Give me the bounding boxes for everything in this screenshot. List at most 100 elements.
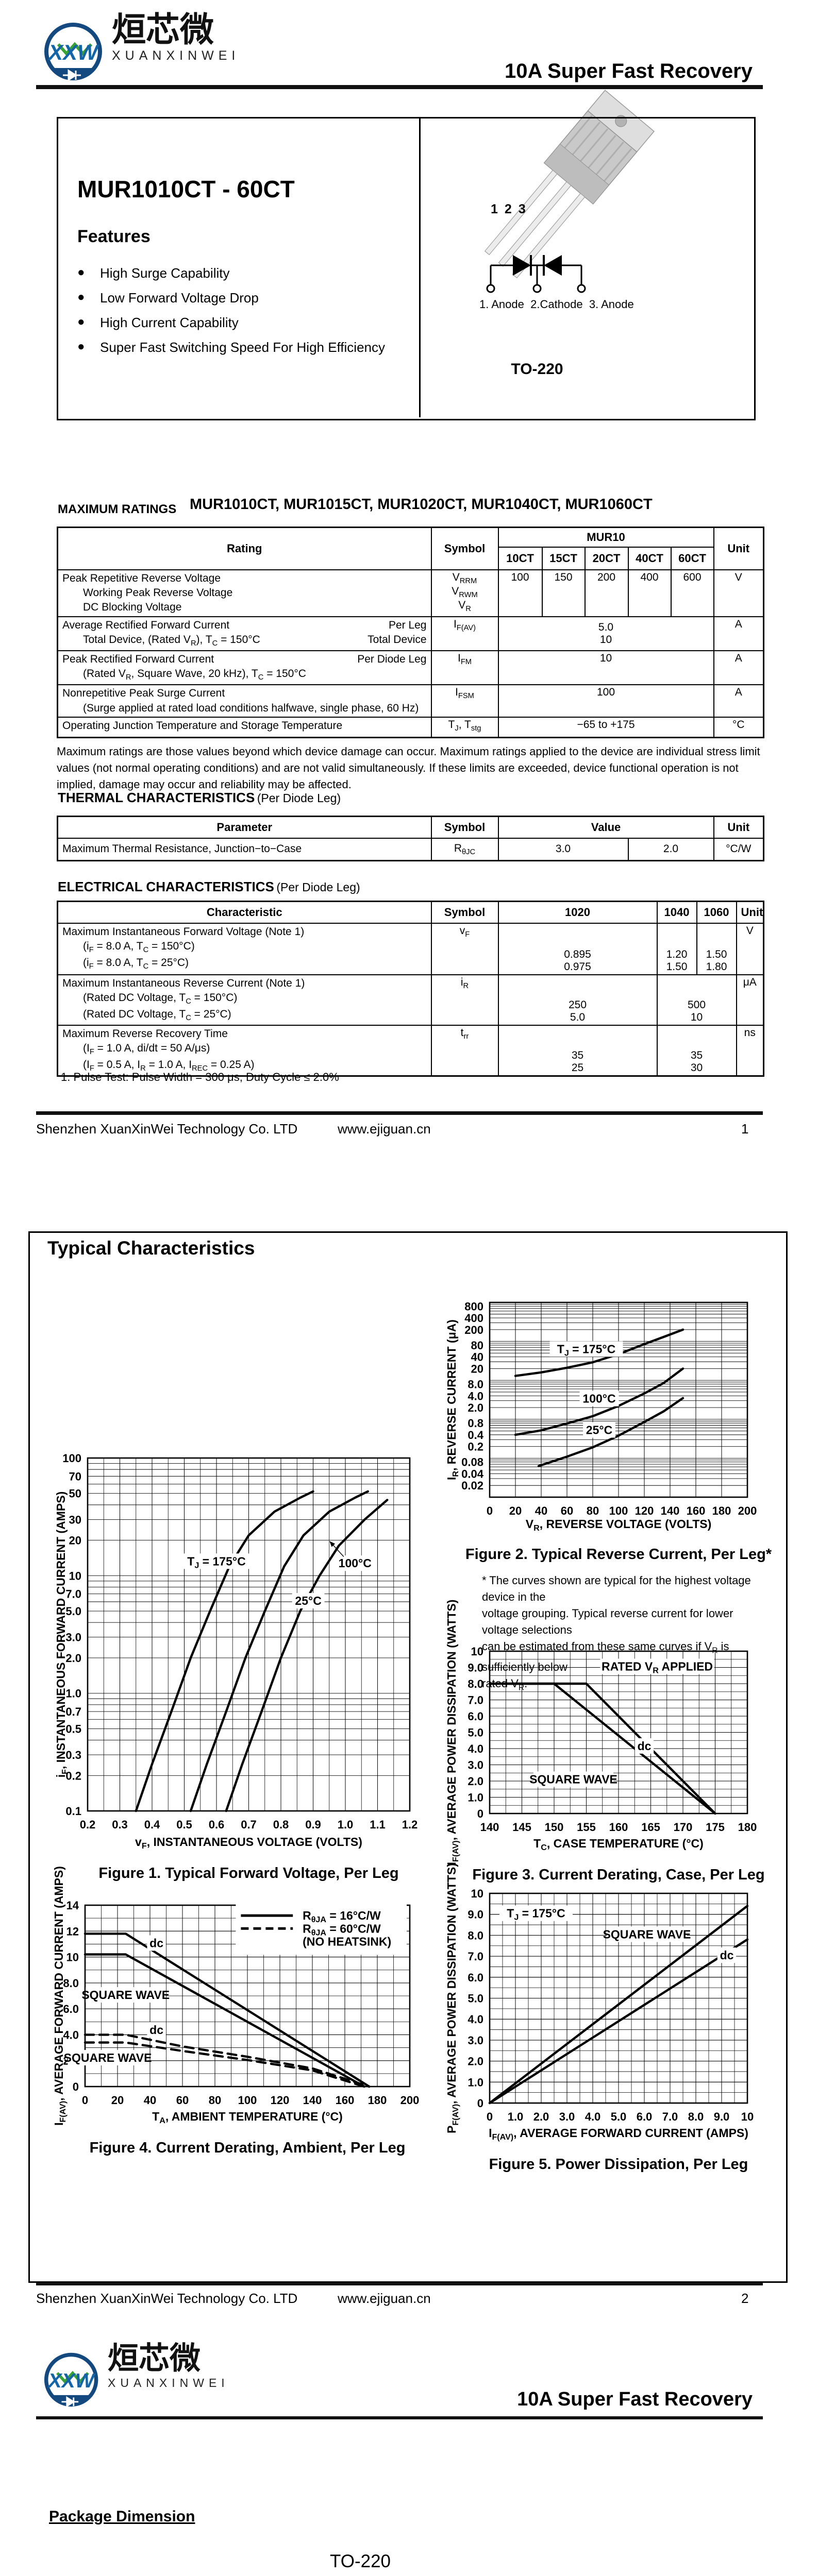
- svg-text:0.8: 0.8: [468, 1417, 483, 1430]
- svg-text:5.0: 5.0: [65, 1605, 81, 1618]
- svg-text:10: 10: [741, 2110, 754, 2123]
- pin-legend-anode3: 3. Anode: [589, 298, 634, 311]
- svg-text:1.0: 1.0: [468, 2076, 483, 2089]
- svg-text:6.0: 6.0: [637, 2110, 653, 2123]
- svg-text:8.0: 8.0: [468, 1378, 483, 1391]
- svg-text:4.0: 4.0: [585, 2110, 601, 2123]
- svg-text:0.4: 0.4: [468, 1429, 483, 1442]
- svg-text:5.0: 5.0: [468, 1726, 483, 1739]
- svg-text:20: 20: [471, 1362, 483, 1375]
- svg-text:0: 0: [487, 1504, 493, 1517]
- col-20ct: 20CT: [584, 546, 629, 570]
- ratings-row-surge: Nonrepetitive Peak Surge Current (Surge a…: [57, 684, 764, 718]
- ratings-table: Rating Symbol MUR10 Unit 10CT 15CT 20CT …: [57, 527, 764, 739]
- feature-item: ● Super Fast Switching Speed For High Eff…: [77, 340, 407, 355]
- svg-text:7.0: 7.0: [662, 2110, 678, 2123]
- ec-unit: Unit: [736, 901, 764, 924]
- svg-text:4.0: 4.0: [63, 2028, 79, 2041]
- svg-text:PF(AV), AVERAGE POWER DISSIPAT: PF(AV), AVERAGE POWER DISSIPATION (WATTS…: [445, 1863, 460, 2133]
- col-60ct: 60CT: [670, 546, 714, 570]
- thermal-row: Maximum Thermal Resistance, Junction−to−…: [57, 837, 764, 861]
- svg-text:175: 175: [706, 1821, 725, 1834]
- electrical-row-vf: Maximum Instantaneous Forward Voltage (N…: [57, 922, 764, 975]
- footer-website-p1[interactable]: www.ejiguan.cn: [338, 1121, 431, 1137]
- svg-text:7.0: 7.0: [65, 1588, 81, 1601]
- svg-text:0.7: 0.7: [65, 1705, 81, 1718]
- svg-text:RθJA = 60°C/W: RθJA = 60°C/W: [303, 1922, 381, 1937]
- svg-text:0.4: 0.4: [144, 1818, 160, 1831]
- col-rating: Rating: [57, 527, 432, 570]
- svg-text:3.0: 3.0: [559, 2110, 575, 2123]
- typical-characteristics-title: Typical Characteristics: [47, 1238, 255, 1259]
- pin-legend-cathode: 2.Cathode: [530, 298, 583, 311]
- svg-text:400: 400: [464, 1312, 483, 1325]
- svg-text:7.0: 7.0: [468, 1694, 483, 1707]
- svg-text:30: 30: [69, 1513, 81, 1526]
- svg-text:Figure 3. Current Derating, Ca: Figure 3. Current Derating, Case, Per Le…: [472, 1867, 764, 1883]
- feature-item: ● High Surge Capability: [77, 265, 407, 281]
- svg-text:200: 200: [738, 1504, 757, 1517]
- typical-characteristics-box: [28, 1231, 788, 2283]
- svg-text:180: 180: [738, 1821, 757, 1834]
- svg-text:0.5: 0.5: [176, 1818, 192, 1831]
- svg-text:TC, CASE TEMPERATURE (°C): TC, CASE TEMPERATURE (°C): [533, 1837, 704, 1852]
- electrical-row-ir: Maximum Instantaneous Reverse Current (N…: [57, 974, 764, 1026]
- brand-name-cn: 烜芯微: [108, 2341, 201, 2376]
- svg-text:160: 160: [687, 1504, 706, 1517]
- header-rule-p3: [36, 2416, 763, 2419]
- svg-text:4.0: 4.0: [468, 1742, 483, 1755]
- svg-text:SQUARE WAVE: SQUARE WAVE: [64, 2051, 152, 2064]
- electrical-row-trr: Maximum Reverse Recovery Time (IF = 1.0 A…: [57, 1024, 764, 1077]
- svg-text:IF(AV), AVERAGE FORWARD CURREN: IF(AV), AVERAGE FORWARD CURRENT (AMPS): [489, 2126, 748, 2142]
- svg-text:100°C: 100°C: [339, 1556, 372, 1570]
- svg-text:TJ = 175°C: TJ = 175°C: [557, 1342, 615, 1358]
- brand-logo-icon: XXW: [44, 23, 102, 81]
- svg-text:VR, REVERSE VOLTAGE (VOLTS): VR, REVERSE VOLTAGE (VOLTS): [526, 1517, 712, 1533]
- features-heading: Features: [77, 227, 151, 246]
- svg-text:140: 140: [480, 1821, 499, 1834]
- ec-1060: 1060: [696, 901, 737, 924]
- svg-text:Figure 4. Current Derating, Am: Figure 4. Current Derating, Ambient, Per…: [90, 2140, 406, 2156]
- svg-text:10: 10: [69, 1569, 81, 1582]
- svg-text:20: 20: [111, 2094, 124, 2107]
- product-box-divider: [419, 117, 421, 417]
- bullet-icon: ●: [77, 340, 85, 353]
- feature-text: High Current Capability: [100, 315, 239, 330]
- page-number-2: 2: [741, 2291, 749, 2306]
- svg-text:80: 80: [209, 2094, 221, 2107]
- doc-title-p1: 10A Super Fast Recovery: [505, 60, 753, 82]
- svg-text:0.7: 0.7: [241, 1818, 257, 1831]
- svg-text:2.0: 2.0: [468, 2055, 483, 2068]
- feature-item: ● Low Forward Voltage Drop: [77, 290, 407, 306]
- th-unit: Unit: [713, 816, 764, 839]
- svg-text:25°C: 25°C: [295, 1594, 321, 1607]
- svg-text:0.3: 0.3: [65, 1749, 81, 1761]
- svg-text:14: 14: [66, 1899, 79, 1912]
- svg-text:180: 180: [368, 2094, 387, 2107]
- footer-rule-p1: [36, 1111, 763, 1115]
- svg-text:6.0: 6.0: [468, 1710, 483, 1723]
- ratings-row-avg-current: Average Rectified Forward Current Per Leg…: [57, 616, 764, 651]
- svg-text:150: 150: [545, 1821, 564, 1834]
- fig5-chart: 10 9.0 8.0 7.0 6.0 5.0 4.0 3.0 2.0 1.0 00 1.0 2.0 3.0…: [445, 1863, 754, 2173]
- electrical-sub: (Per Diode Leg): [276, 880, 360, 894]
- brand-name-cn: 烜芯微: [112, 10, 214, 48]
- max-ratings-label: MAXIMUM RATINGS: [58, 502, 177, 516]
- svg-text:40: 40: [144, 2094, 156, 2107]
- brand-name-en: XUANXINWEI: [112, 48, 240, 63]
- svg-text:5.0: 5.0: [468, 1992, 483, 2005]
- svg-text:100: 100: [238, 2094, 257, 2107]
- svg-text:6.0: 6.0: [468, 1971, 483, 1984]
- svg-text:100°C: 100°C: [582, 1392, 615, 1405]
- doc-title-p3: 10A Super Fast Recovery: [517, 2388, 753, 2410]
- svg-text:iF, INSTANTANEOUS FORWARD CURR: iF, INSTANTANEOUS FORWARD CURRENT (AMPS): [54, 1492, 70, 1777]
- svg-text:6.0: 6.0: [63, 2003, 79, 2015]
- footer-website-p2[interactable]: www.ejiguan.cn: [338, 2291, 431, 2306]
- pin-legend-anode1: 1. Anode: [479, 298, 524, 311]
- pin-2-label: 2: [504, 202, 519, 216]
- svg-text:0.08: 0.08: [461, 1456, 483, 1469]
- col-group-mur10: MUR10: [497, 527, 714, 548]
- svg-text:9.0: 9.0: [468, 1908, 483, 1921]
- svg-text:3.0: 3.0: [468, 1759, 483, 1772]
